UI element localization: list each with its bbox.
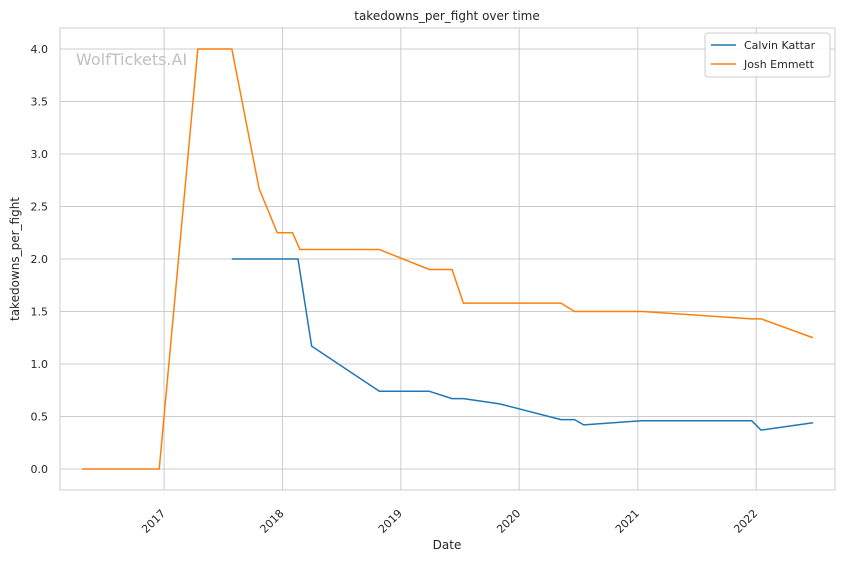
- series-lines: [82, 48, 814, 470]
- legend-box: [704, 32, 831, 78]
- y-tick-label: 0.0: [31, 463, 49, 476]
- series-line-calvin-kattar: [231, 258, 814, 431]
- y-tick-label: 3.0: [31, 148, 49, 161]
- chart-title: takedowns_per_fight over time: [354, 9, 540, 23]
- y-tick-label: 2.5: [31, 201, 49, 214]
- legend-label-josh-emmett: Josh Emmett: [743, 58, 815, 71]
- legend: Calvin Kattar Josh Emmett: [704, 32, 831, 78]
- y-tick-label: 1.0: [31, 358, 49, 371]
- x-axis-title: Date: [433, 538, 462, 552]
- y-tick-label: 1.5: [31, 306, 49, 319]
- y-tick-label: 2.0: [31, 253, 49, 266]
- legend-label-calvin-kattar: Calvin Kattar: [744, 39, 816, 52]
- y-tick-label: 0.5: [31, 411, 49, 424]
- grid: [60, 28, 835, 490]
- y-tick-label: 4.0: [31, 43, 49, 56]
- y-axis-ticks: 0.0 0.5 1.0 1.5 2.0 2.5 3.0 3.5 4.0: [31, 43, 49, 476]
- y-tick-label: 3.5: [31, 96, 49, 109]
- series-line-josh-emmett: [82, 48, 814, 470]
- y-axis-title: takedowns_per_fight: [8, 197, 22, 321]
- watermark-text: WolfTickets.AI: [76, 50, 187, 69]
